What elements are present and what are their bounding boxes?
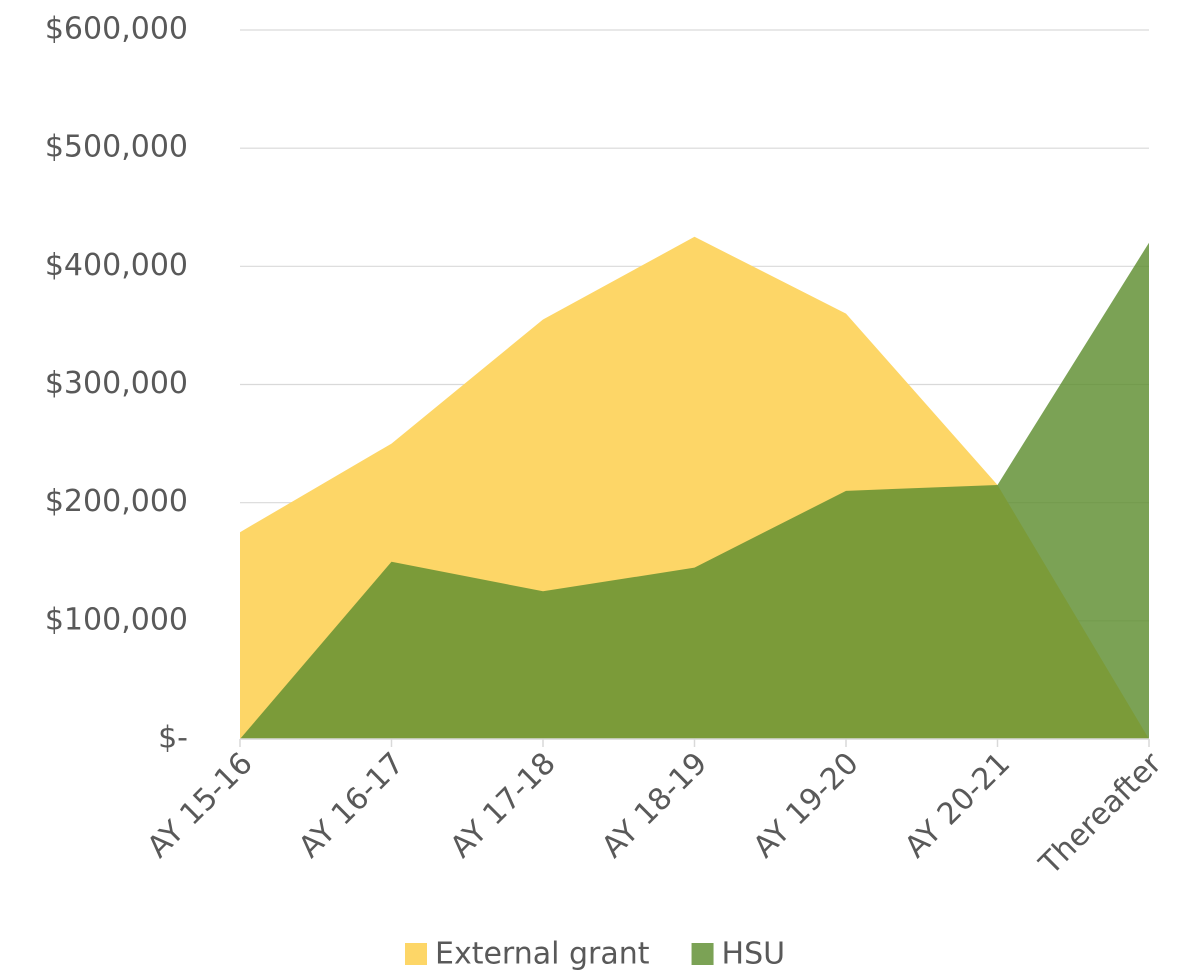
legend: External grant HSU [405, 937, 785, 972]
x-tick-label: AY 16-17 [292, 746, 411, 865]
legend-label: HSU [722, 937, 786, 972]
y-tick-label: $600,000 [45, 12, 188, 47]
y-tick-label: $400,000 [45, 248, 188, 283]
y-tick-label: $500,000 [45, 130, 188, 165]
x-tick-label: AY 15-16 [141, 746, 260, 865]
x-tick-label: Thereafter [1032, 745, 1169, 882]
x-tick-label: AY 17-18 [444, 746, 563, 865]
x-tick-label: AY 20-21 [898, 746, 1017, 865]
y-tick-label: $200,000 [45, 484, 188, 519]
y-tick-label: $300,000 [45, 366, 188, 401]
y-tick-label: $- [158, 721, 188, 756]
x-tick-label: AY 18-19 [595, 746, 714, 865]
legend-swatch [691, 943, 714, 965]
x-tick-label: AY 19-20 [747, 746, 866, 865]
legend-label: External grant [435, 937, 650, 972]
y-tick-label: $100,000 [45, 602, 188, 637]
area [240, 242, 1149, 739]
legend-swatch [405, 943, 427, 965]
